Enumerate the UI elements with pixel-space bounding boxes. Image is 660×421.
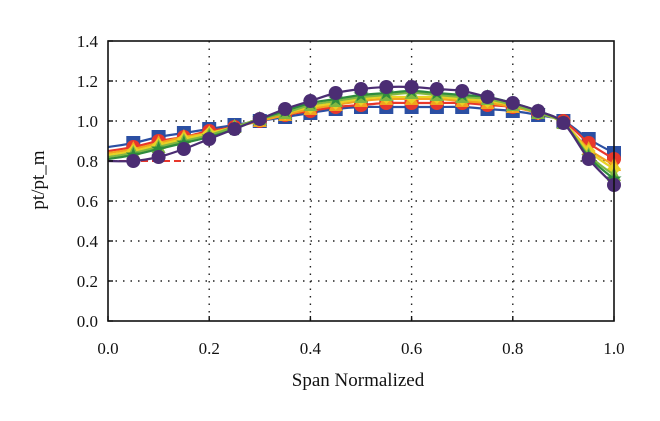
y-tick-label: 1.0 [77, 112, 98, 131]
series-6-point [455, 84, 470, 98]
series-6-point [252, 112, 267, 126]
y-tick-label: 0.4 [77, 232, 99, 251]
series-6-point [278, 102, 293, 116]
y-tick-label: 1.4 [77, 32, 99, 51]
series-6-point [126, 154, 141, 168]
tick-layer: 0.0 0.2 0.4 0.6 0.8 1.0 0.0 0.2 0.4 0.6 0.8 1.0 1.2 1… [77, 32, 625, 358]
series-6-point [404, 80, 419, 94]
y-tick-label: 0.0 [77, 312, 98, 331]
series-6-point [505, 96, 520, 110]
series-6-point [328, 86, 343, 100]
series-5-point [151, 141, 167, 156]
series-6 [107, 80, 621, 192]
series-6-point [581, 152, 596, 166]
x-tick-label: 0.6 [401, 339, 422, 358]
series-6-point [556, 116, 571, 130]
y-tick-label: 0.6 [77, 192, 98, 211]
y-tick-label: 1.2 [77, 72, 98, 91]
series-6-point [379, 80, 394, 94]
x-tick-label: 1.0 [603, 339, 624, 358]
series-6-point [429, 82, 444, 96]
series-6-point [531, 104, 546, 118]
y-axis-title: pt/pt_m [28, 150, 49, 209]
series-6-point [176, 142, 191, 156]
x-tick-label: 0.2 [199, 339, 220, 358]
series-6-point [480, 90, 495, 104]
series-6-point [303, 94, 318, 108]
series-6-point [151, 150, 166, 164]
x-axis-title: Span Normalized [292, 370, 425, 391]
series-6-point [227, 122, 242, 136]
grid-layer [108, 41, 614, 321]
series-6-point [202, 132, 217, 146]
y-tick-label: 0.8 [77, 152, 98, 171]
x-tick-label: 0.0 [97, 339, 118, 358]
plot-frame [107, 40, 615, 322]
x-tick-label: 0.4 [300, 339, 322, 358]
x-tick-label: 0.8 [502, 339, 523, 358]
series-layer [107, 80, 622, 192]
series-6-point [354, 82, 368, 96]
y-tick-label: 0.2 [77, 272, 98, 291]
